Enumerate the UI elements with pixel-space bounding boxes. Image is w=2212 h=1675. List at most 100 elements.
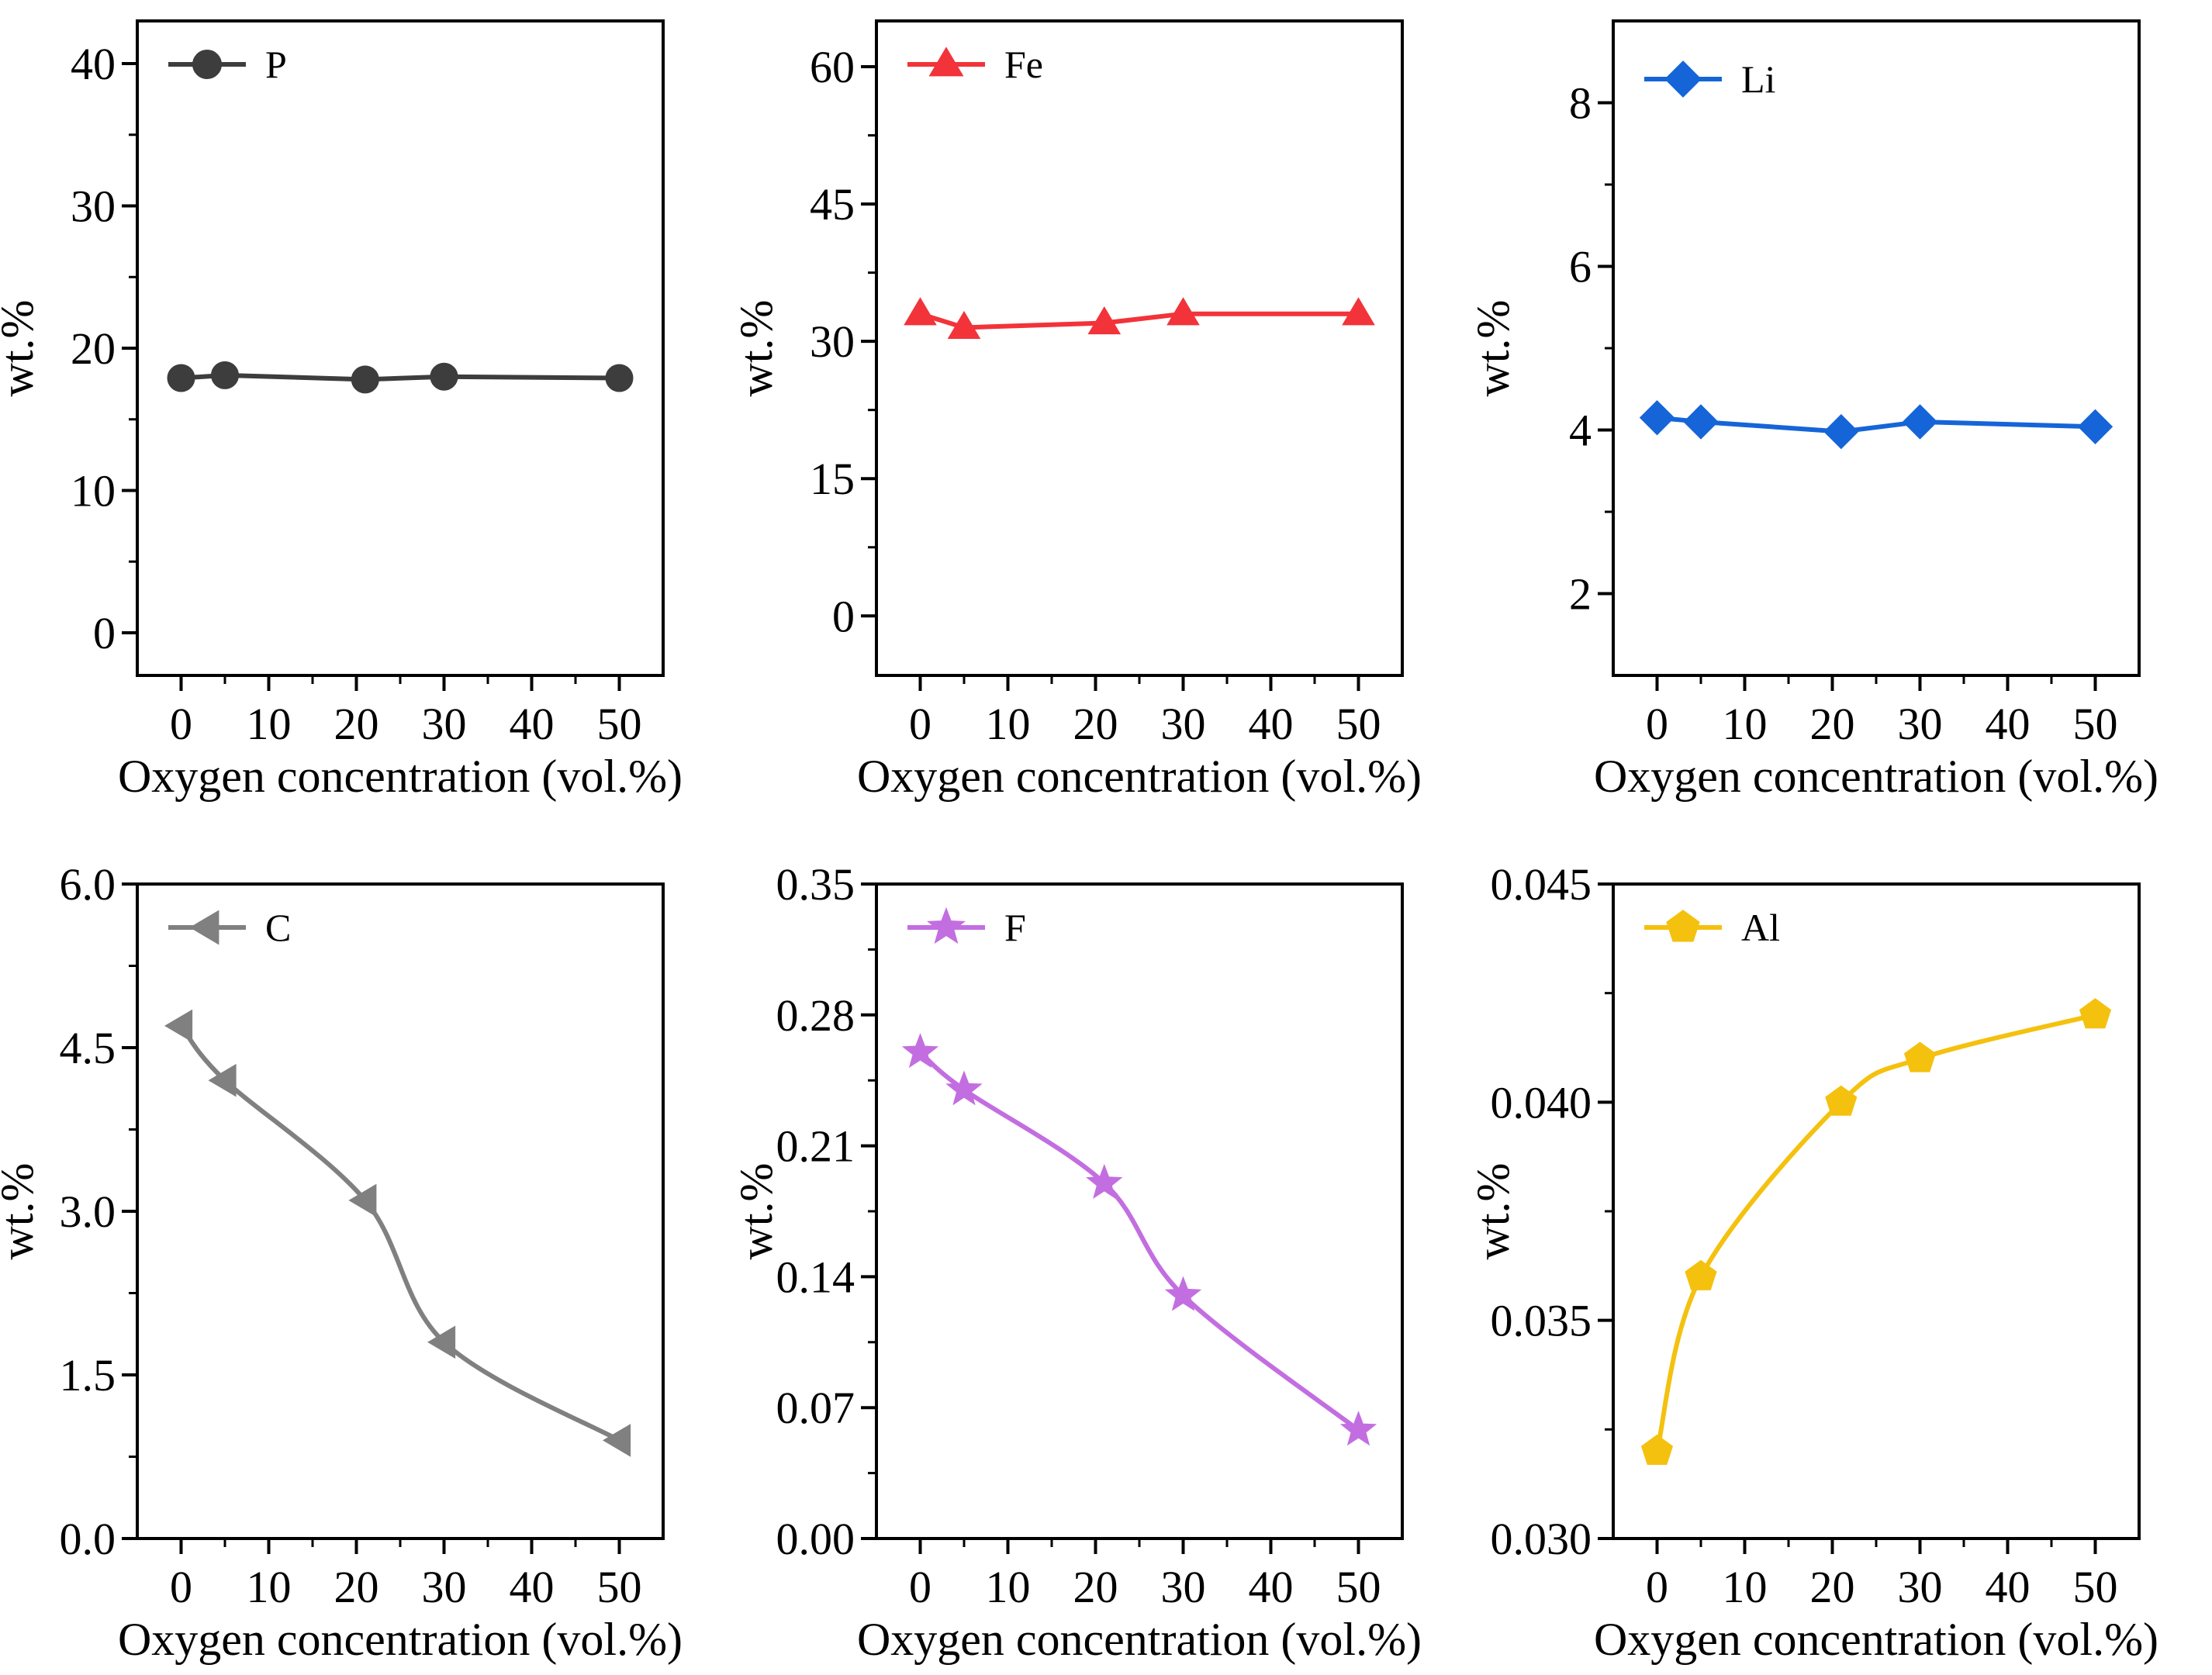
y-tick-label: 3.0 — [60, 1186, 116, 1237]
x-tick-label: 10 — [247, 1562, 292, 1612]
legend-label: Fe — [1004, 43, 1043, 86]
x-tick-label: 40 — [1986, 1562, 2031, 1612]
legend-label: C — [265, 906, 291, 949]
data-point — [208, 1063, 237, 1097]
y-tick-label: 0.045 — [1491, 859, 1592, 910]
legend-marker — [192, 50, 222, 79]
data-point — [1823, 413, 1859, 450]
data-point — [1339, 1411, 1377, 1446]
y-tick-label: 0.21 — [776, 1121, 855, 1172]
y-tick-label: 30 — [71, 181, 116, 232]
y-tick-label: 1.5 — [60, 1350, 116, 1400]
x-tick-label: 20 — [1073, 1562, 1118, 1612]
y-axis-title: wt.% — [0, 1163, 43, 1260]
plot-frame — [1612, 19, 2141, 677]
chart-bottom-left: 0 10 20 30 40 50 0.0 1.5 3.0 4.5 6.0 Oxygen concent… — [0, 859, 683, 1665]
y-tick-label: 0.030 — [1491, 1514, 1592, 1564]
y-axis-title: wt.% — [731, 300, 782, 397]
chart-top-right: 0 10 20 30 40 50 2 4 6 8 Oxygen concentration (vol… — [1467, 19, 2158, 802]
x-tick-label: 50 — [597, 699, 642, 749]
data-point — [348, 1183, 377, 1217]
y-tick-label: 0 — [93, 608, 116, 658]
y-tick-label: 0.040 — [1491, 1077, 1592, 1128]
chart-bottom-middle: 0 10 20 30 40 50 0.00 0.07 0.14 0.21 0.28 0.35 Oxyge… — [731, 859, 1422, 1665]
x-tick-label: 30 — [1898, 699, 1943, 749]
y-tick-label: 0.35 — [776, 859, 855, 910]
data-point — [1640, 1434, 1674, 1465]
data-point — [1903, 1041, 1937, 1072]
x-axis-title: Oxygen concentration (vol.%) — [1594, 1614, 2158, 1665]
x-axis-title: Oxygen concentration (vol.%) — [118, 751, 683, 802]
y-tick-label: 20 — [71, 323, 116, 374]
legend-label: P — [265, 43, 287, 86]
y-tick-label: 4.5 — [60, 1023, 116, 1073]
legend-marker — [189, 910, 219, 945]
x-tick-label: 20 — [334, 1562, 379, 1612]
x-tick-label: 0 — [909, 1562, 931, 1612]
x-tick-label: 10 — [247, 699, 292, 749]
y-tick-label: 0.14 — [776, 1252, 855, 1302]
y-tick-label: 40 — [71, 39, 116, 89]
x-tick-label: 30 — [1898, 1562, 1943, 1612]
x-axis-title: Oxygen concentration (vol.%) — [1594, 751, 2158, 802]
y-tick-label: 45 — [810, 179, 855, 230]
y-tick-label: 0.035 — [1491, 1296, 1592, 1346]
data-point — [2077, 409, 2113, 444]
x-tick-label: 0 — [170, 699, 192, 749]
y-tick-label: 0.00 — [776, 1514, 855, 1564]
series-line — [181, 372, 620, 382]
y-axis-title: wt.% — [1467, 1163, 1519, 1260]
data-point — [602, 1424, 631, 1457]
x-tick-label: 20 — [334, 699, 379, 749]
x-tick-label: 0 — [1646, 699, 1668, 749]
data-point — [901, 1033, 939, 1069]
legend-marker — [1666, 910, 1700, 942]
chart-bottom-right: 0 10 20 30 40 50 0.030 0.035 0.040 0.045 Oxygen co… — [1467, 859, 2158, 1665]
data-point — [1166, 297, 1200, 326]
y-tick-label: 6 — [1569, 242, 1592, 292]
data-point — [605, 364, 634, 392]
legend-label: Al — [1741, 906, 1780, 949]
plot-frame — [875, 882, 1404, 1540]
data-point — [1683, 404, 1719, 440]
x-tick-label: 40 — [1249, 699, 1294, 749]
series-line — [1654, 1012, 2096, 1452]
x-tick-label: 50 — [1336, 1562, 1381, 1612]
x-tick-label: 50 — [2073, 1562, 2118, 1612]
y-tick-label: 10 — [71, 465, 116, 516]
plot-frame — [136, 19, 665, 677]
x-tick-label: 30 — [1161, 1562, 1206, 1612]
x-tick-label: 50 — [2073, 699, 2118, 749]
y-tick-label: 30 — [810, 316, 855, 367]
data-point — [1164, 1276, 1202, 1311]
series-line — [179, 1024, 620, 1443]
series-line — [1657, 415, 2096, 434]
x-tick-label: 20 — [1810, 699, 1855, 749]
x-tick-label: 20 — [1810, 1562, 1855, 1612]
data-point — [1639, 400, 1675, 436]
legend-marker — [1664, 60, 1702, 98]
y-axis-title: wt.% — [731, 1163, 782, 1260]
data-point — [167, 364, 195, 392]
y-tick-label: 15 — [810, 454, 855, 504]
chart-top-middle: 0 10 20 30 40 50 0 15 30 45 60 Oxygen concentration… — [731, 19, 1422, 802]
y-tick-label: 8 — [1569, 78, 1592, 129]
data-point — [427, 1325, 456, 1359]
x-tick-label: 0 — [170, 1562, 192, 1612]
plot-frame — [136, 882, 665, 1540]
data-point — [947, 310, 981, 340]
x-tick-label: 30 — [1161, 699, 1206, 749]
legend-label: F — [1004, 906, 1026, 949]
series-line — [918, 1050, 1360, 1432]
data-point — [1902, 404, 1938, 440]
x-tick-label: 0 — [1646, 1562, 1668, 1612]
x-tick-label: 40 — [1986, 699, 2031, 749]
data-point — [351, 365, 379, 394]
y-axis-title: wt.% — [1467, 300, 1519, 397]
x-axis-title: Oxygen concentration (vol.%) — [857, 1614, 1422, 1665]
y-tick-label: 60 — [810, 42, 855, 92]
data-point — [1825, 1085, 1858, 1116]
y-axis-title: wt.% — [0, 300, 43, 397]
